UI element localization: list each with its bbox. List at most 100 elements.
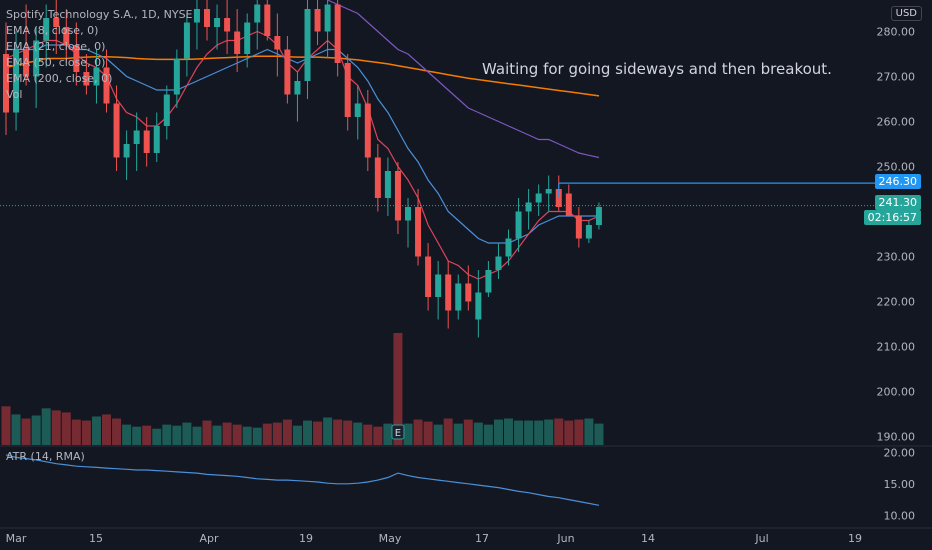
volume-bar — [192, 426, 202, 445]
candle-body — [475, 292, 482, 320]
candle-body — [465, 283, 472, 302]
candle-body — [214, 18, 221, 27]
candle-body — [274, 36, 281, 50]
candle-body — [324, 4, 331, 32]
time-tick-label: Jun — [556, 532, 574, 545]
volume-bar — [172, 425, 182, 445]
atr-tick-label: 20.00 — [884, 446, 916, 459]
candle-body — [415, 207, 422, 257]
ema50-line — [327, 0, 600, 159]
currency-button[interactable]: USD — [890, 6, 922, 21]
volume-bar — [303, 420, 312, 445]
volume-bar — [544, 419, 554, 445]
volume-bar — [514, 420, 524, 445]
candle-body — [354, 103, 361, 117]
price-tick-label: 190.00 — [877, 431, 916, 444]
atr-tick-label: 15.00 — [884, 478, 916, 491]
volume-bar — [524, 420, 534, 445]
price-tick-label: 250.00 — [877, 161, 916, 174]
volume-bar — [81, 420, 91, 445]
candle-body — [204, 9, 210, 27]
volume-bar — [403, 423, 413, 445]
price-tick-label: 280.00 — [877, 26, 916, 39]
ema21-legend: EMA (21, close, 0) — [6, 40, 106, 53]
candle-body — [535, 193, 542, 203]
atr-legend: ATR (14, RMA) — [6, 450, 85, 463]
candle-body — [224, 18, 231, 32]
time-tick-label: Mar — [6, 532, 27, 545]
volume-bar — [71, 419, 81, 445]
volume-bar — [554, 418, 564, 445]
candle-body — [575, 216, 582, 239]
earnings-marker — [391, 424, 405, 440]
volume-bar — [162, 424, 172, 445]
candle-body — [173, 58, 180, 95]
candle-body — [3, 54, 9, 113]
candle-body — [525, 202, 532, 212]
volume-bar — [91, 416, 101, 445]
volume-bar — [102, 414, 111, 445]
volume-bar — [564, 420, 574, 445]
volume-bar — [373, 426, 383, 445]
volume-bar — [413, 419, 423, 445]
symbol-title: Spotify Technology S.A., 1D, NYSE — [6, 8, 193, 21]
time-tick-label: 17 — [475, 532, 489, 545]
volume-bar — [423, 421, 433, 445]
volume-bar — [152, 428, 162, 445]
volume-bar — [61, 412, 71, 445]
candle-body — [595, 207, 602, 225]
price-tick-label: 210.00 — [877, 341, 916, 354]
candle-body — [284, 49, 291, 95]
candle-body — [193, 9, 200, 23]
time-tick-label: Jul — [754, 532, 768, 545]
candle-body — [73, 45, 80, 72]
candle-body — [123, 144, 130, 158]
candle-body — [374, 157, 381, 198]
atr-line — [5, 454, 600, 506]
candle-body — [83, 72, 90, 86]
volume-bar — [11, 414, 21, 445]
volume-bar — [112, 418, 122, 445]
earnings-marker-label: E — [395, 428, 401, 439]
ema50-legend: EMA (50, close, 0) — [6, 56, 106, 69]
candle-body — [163, 94, 170, 126]
volume-bar — [202, 420, 212, 445]
volume-bar — [393, 333, 403, 445]
candle-body — [455, 283, 462, 311]
chart-annotation[interactable]: Waiting for going sideways and then brea… — [482, 60, 832, 78]
chart-legend: Spotify Technology S.A., 1D, NYSE EMA (8… — [6, 7, 193, 103]
volume-bar — [242, 426, 252, 445]
volume-bar — [343, 420, 353, 445]
volume-legend: Vol — [6, 88, 23, 101]
volume-bar — [574, 419, 584, 445]
volume-bar — [51, 410, 61, 445]
volume-bar — [323, 417, 333, 445]
volume-bar — [594, 423, 604, 445]
candle-body — [234, 31, 241, 54]
candle-body — [334, 4, 341, 63]
candle-body — [515, 211, 522, 239]
volume-bar — [534, 420, 544, 445]
ema200-legend: EMA (200, close, 0) — [6, 72, 113, 85]
ema200-line — [5, 55, 600, 97]
candle-body — [244, 22, 251, 54]
candle-body — [405, 207, 411, 221]
candle-body — [314, 9, 321, 32]
atr-tick-label: 10.00 — [884, 509, 916, 522]
time-tick-label: Apr — [199, 532, 219, 545]
volume-bar — [262, 423, 272, 445]
price-tick-label: 220.00 — [877, 296, 916, 309]
candle-body — [545, 189, 552, 194]
countdown-tag: 02:16:57 — [863, 210, 921, 225]
volume-bar — [122, 424, 132, 445]
candle-body — [505, 238, 512, 257]
candle-body — [495, 256, 502, 270]
volume-bar — [232, 424, 242, 445]
ema8-legend: EMA (8, close, 0) — [6, 24, 99, 37]
volume-bar — [313, 421, 323, 445]
candle-body — [445, 274, 452, 311]
candle-body — [13, 49, 20, 113]
volume-bar — [182, 422, 192, 445]
volume-bar — [41, 408, 51, 445]
